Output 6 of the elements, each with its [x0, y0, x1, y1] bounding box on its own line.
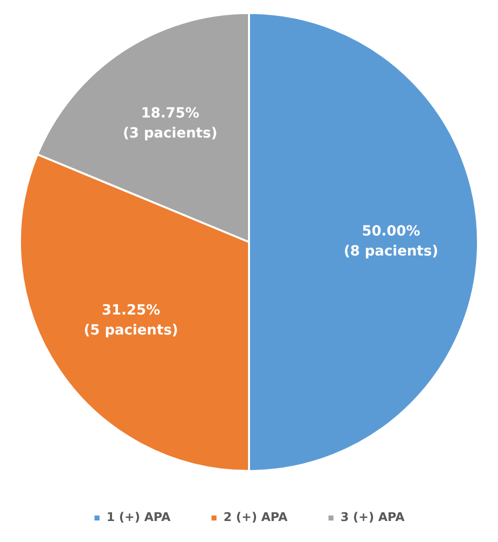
data-label: 18.75% (3 pacients): [122, 106, 218, 142]
legend-label: 3 (+) APA: [340, 510, 406, 524]
data-label: 50.00% (8 pacients): [344, 224, 438, 260]
data-label: 31.25% (5 pacients): [84, 302, 178, 339]
legend-label: 2 (+) APA: [224, 510, 288, 524]
legend-label: 1 (+) APA: [106, 510, 172, 524]
